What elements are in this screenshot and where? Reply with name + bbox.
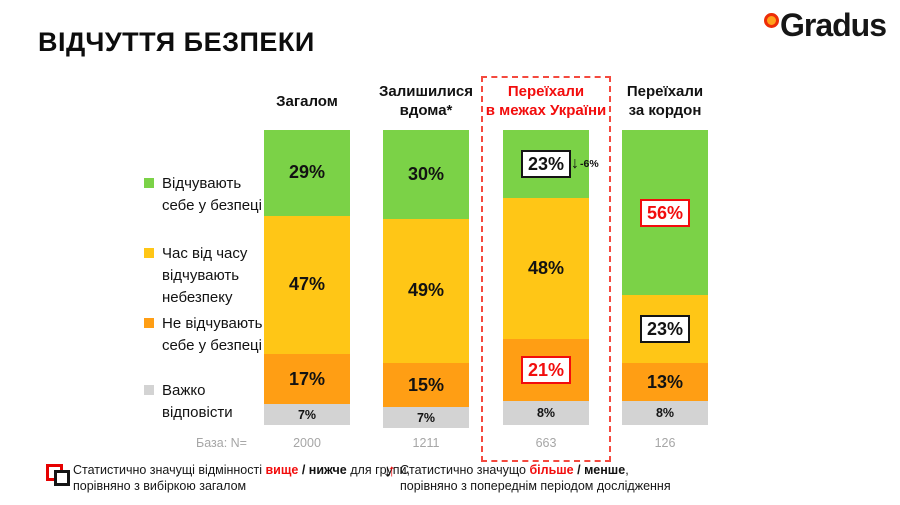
segment-value-label: 17%: [288, 368, 326, 389]
footnote-right-less: менше: [584, 463, 626, 477]
footnote-left-suffix: для групи,: [346, 463, 410, 477]
stacked-bar-2: 30% 49% 15% 7%: [383, 130, 469, 428]
green-swatch-icon: [144, 178, 154, 188]
base-n-value-3: 663: [535, 436, 557, 450]
stacked-bar-4: 56% 23% 13% 8%: [622, 130, 708, 425]
footnote-right-line2: порівняно з попереднім періодом дослідже…: [400, 479, 671, 493]
bar-4-segment-green: 56%: [622, 130, 708, 296]
bar-1-segment-yellow: 47%: [264, 215, 350, 355]
footnote-left-text: Статистично значущі відмінності вище / н…: [73, 462, 410, 494]
legend-item-green: Відчувають себе у безпеці: [144, 173, 276, 217]
segment-value-label: 23%: [520, 149, 572, 178]
bar-3-segment-yellow: 48%: [503, 197, 589, 340]
segment-value-label: 13%: [646, 371, 684, 392]
segment-value-label: 49%: [407, 280, 445, 301]
change-annotation: ↓ -6%: [571, 154, 599, 172]
down-arrow-icon: ↓: [383, 461, 392, 480]
base-n-value-2: 1211: [412, 436, 440, 450]
column-header-2: Залишилися вдома*: [378, 83, 474, 119]
bar-4-segment-yellow: 23%: [622, 295, 708, 364]
bar-2-segment-yellow: 49%: [383, 218, 469, 364]
segment-value-label: 30%: [407, 163, 445, 184]
legend-item-gray: Важко відповісти: [144, 380, 276, 424]
column-header-3: Переїхали в межах України: [485, 83, 607, 119]
footnote-right-suffix: ,: [625, 463, 629, 477]
bar-1-segment-gray: 7%: [264, 404, 350, 425]
segment-value-label: 23%: [639, 315, 691, 344]
base-n-value-4: 126: [654, 436, 676, 450]
segment-value-label: 48%: [527, 258, 565, 279]
footnote-left-lower: нижче: [308, 463, 347, 477]
legend-label: Час від часу відчувають небезпеку: [162, 245, 248, 306]
footnote-left-higher: вище: [265, 463, 299, 477]
footnote-left-line2: порівняно з вибіркою загалом: [73, 479, 247, 493]
change-value: -6%: [580, 157, 599, 170]
legend-item-yellow: Час від часу відчувають небезпеку: [144, 243, 276, 309]
segment-value-label: 47%: [288, 274, 326, 295]
footnote-left-prefix: Статистично значущі відмінності: [73, 463, 266, 477]
logo-degree-dot-icon: [763, 13, 779, 28]
legend-label: Важко відповісти: [162, 382, 233, 421]
footnote-left: Статистично значущі відмінності вище / н…: [46, 462, 410, 494]
legend-label: Відчувають себе у безпеці: [162, 175, 262, 214]
bar-4-segment-gray: 8%: [622, 401, 708, 425]
significance-arrows-icon: ↓ ↑: [383, 461, 397, 481]
base-n-label: База: N=: [196, 436, 247, 450]
bar-3-segment-orange: 21%: [503, 339, 589, 402]
up-arrow-icon: ↑: [387, 461, 397, 480]
stacked-bar-3: 23% ↓ -6% 48% 21% 8%: [503, 130, 599, 425]
gradus-logo: Gradus: [763, 7, 887, 43]
down-arrow-icon: ↓: [571, 154, 579, 172]
segment-value-label: 8%: [536, 406, 556, 421]
segment-value-label: 56%: [639, 198, 691, 227]
base-n-value-1: 2000: [293, 436, 321, 450]
column-header-1: Загалом: [276, 92, 338, 110]
segment-value-label: 15%: [407, 374, 445, 395]
bar-1-segment-orange: 17%: [264, 354, 350, 405]
footnote-right-prefix: Статистично значущо: [400, 463, 530, 477]
bar-2-segment-green: 30%: [383, 130, 469, 219]
segment-value-label: 21%: [520, 356, 572, 385]
bar-1-segment-green: 29%: [264, 130, 350, 216]
footnote-left-sep: /: [298, 463, 309, 477]
gray-swatch-icon: [144, 385, 154, 395]
bar-3-segment-green: 23% ↓ -6%: [503, 130, 599, 198]
significance-squares-icon: [46, 463, 70, 486]
footnote-right-more: більше: [529, 463, 574, 477]
bar-2-segment-orange: 15%: [383, 363, 469, 408]
orange-swatch-icon: [144, 318, 154, 328]
footnote-right: ↓ ↑ Статистично значущо більше / менше, …: [383, 461, 671, 494]
black-square-icon: [54, 470, 70, 486]
page-title: ВІДЧУТТЯ БЕЗПЕКИ: [38, 27, 315, 57]
footnote-right-sep: /: [573, 463, 585, 477]
logo-text: Gradus: [779, 7, 887, 43]
segment-value-label: 29%: [288, 162, 326, 183]
column-header-4: Переїхали за кордон: [626, 83, 704, 119]
yellow-swatch-icon: [144, 248, 154, 258]
segment-value-label: 7%: [416, 410, 436, 425]
segment-value-label: 8%: [655, 406, 675, 421]
legend-item-orange: Не відчувають себе у безпеці: [144, 313, 276, 357]
segment-value-label: 7%: [297, 407, 317, 422]
bar-4-segment-orange: 13%: [622, 363, 708, 402]
stacked-bar-1: 29% 47% 17% 7%: [264, 130, 350, 425]
legend-label: Не відчувають себе у безпеці: [162, 315, 263, 354]
bar-2-segment-gray: 7%: [383, 407, 469, 428]
footnote-right-text: Статистично значущо більше / менше, порі…: [400, 462, 671, 494]
bar-3-segment-gray: 8%: [503, 401, 589, 425]
